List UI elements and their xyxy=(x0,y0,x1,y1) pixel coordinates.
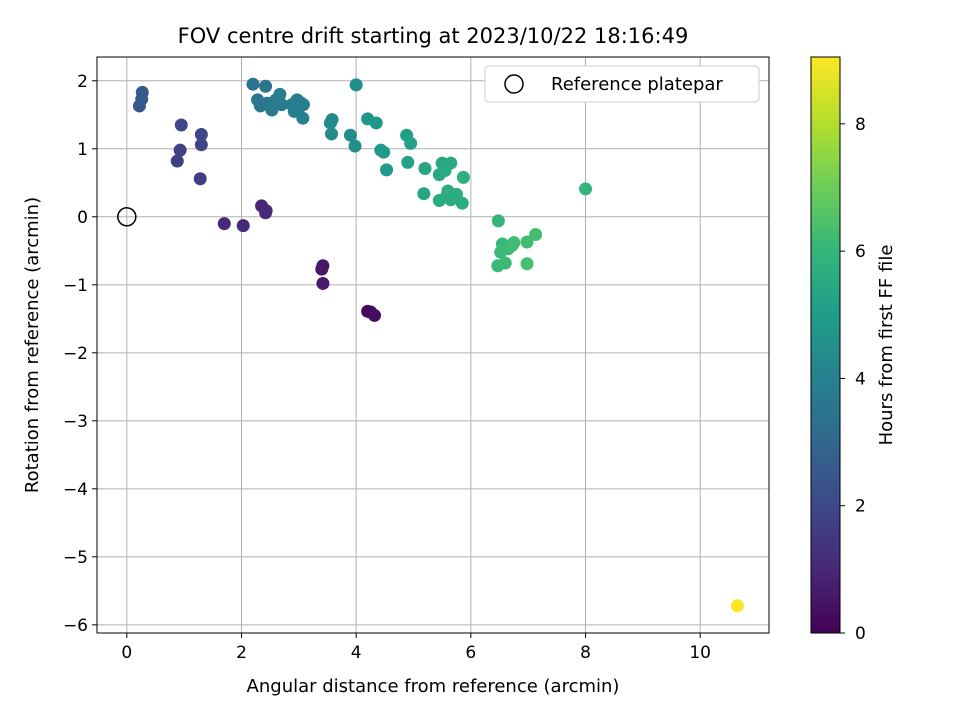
data-point xyxy=(273,87,287,101)
data-point xyxy=(417,187,431,201)
y-axis-label: Rotation from reference (arcmin) xyxy=(22,197,43,493)
y-tick-label: −3 xyxy=(63,412,88,432)
y-tick-label: −4 xyxy=(63,480,88,500)
data-point xyxy=(194,128,208,142)
x-axis-ticks: 0 2 4 6 8 10 xyxy=(121,633,711,663)
legend-marker-reference xyxy=(504,74,524,94)
grid-lines xyxy=(97,57,769,633)
data-point xyxy=(529,227,543,241)
data-point xyxy=(315,262,329,276)
data-point xyxy=(259,204,273,218)
data-point xyxy=(369,116,383,130)
y-tick-label: −5 xyxy=(63,548,88,568)
data-point xyxy=(418,162,432,176)
data-point xyxy=(170,154,184,168)
data-point xyxy=(217,217,231,231)
data-point xyxy=(456,170,470,184)
data-point xyxy=(507,236,521,250)
data-point xyxy=(275,98,289,112)
colorbar-ticks: 0 2 4 6 8 xyxy=(840,115,866,644)
colorbar-tick-label: 0 xyxy=(855,624,866,644)
data-point xyxy=(296,111,310,125)
plot-frame xyxy=(96,56,770,634)
data-point xyxy=(323,116,337,130)
data-point xyxy=(173,143,187,157)
x-tick-label: 6 xyxy=(465,643,476,663)
x-tick-label: 0 xyxy=(121,643,132,663)
data-point xyxy=(135,85,149,99)
data-point xyxy=(343,128,357,142)
data-points xyxy=(132,77,744,613)
data-point xyxy=(246,77,260,91)
data-point xyxy=(292,101,306,115)
data-point xyxy=(316,276,330,290)
x-tick-label: 2 xyxy=(236,643,247,663)
data-point xyxy=(401,155,415,169)
data-point xyxy=(349,78,363,92)
chart-title: FOV centre drift starting at 2023/10/22 … xyxy=(178,24,689,48)
data-point xyxy=(380,163,394,177)
data-point xyxy=(194,138,208,152)
y-axis-ticks: 2 1 0 −1 −2 −3 −4 −5 −6 xyxy=(63,72,97,636)
colorbar-tick-label: 6 xyxy=(855,242,866,262)
y-tick-label: −1 xyxy=(63,276,88,296)
data-point xyxy=(444,156,458,170)
data-point xyxy=(579,182,593,196)
data-point xyxy=(368,308,382,322)
x-tick-label: 4 xyxy=(351,643,362,663)
colorbar-tick-label: 2 xyxy=(855,497,866,517)
data-point xyxy=(404,136,418,150)
data-point xyxy=(325,127,339,141)
data-point xyxy=(520,257,534,271)
y-tick-label: 2 xyxy=(77,72,88,92)
x-tick-label: 8 xyxy=(580,643,591,663)
y-tick-label: −6 xyxy=(63,616,88,636)
colorbar-tick-label: 4 xyxy=(855,369,866,389)
data-point xyxy=(236,219,250,233)
reference-platepar-marker xyxy=(117,207,137,227)
data-point xyxy=(520,235,534,249)
data-point xyxy=(193,172,207,186)
y-tick-label: 1 xyxy=(77,140,88,160)
data-point xyxy=(174,118,188,132)
data-point xyxy=(455,196,469,210)
data-point xyxy=(498,256,512,270)
data-point xyxy=(348,139,362,153)
colorbar xyxy=(810,56,841,634)
x-axis-label: Angular distance from reference (arcmin) xyxy=(247,676,620,697)
data-point xyxy=(259,79,273,93)
y-tick-label: 0 xyxy=(77,208,88,228)
data-point xyxy=(377,145,391,159)
y-tick-label: −2 xyxy=(63,344,88,364)
colorbar-tick-label: 8 xyxy=(855,115,866,135)
legend-box xyxy=(484,65,760,103)
legend: Reference platepar xyxy=(484,65,760,103)
legend-label-reference: Reference platepar xyxy=(551,74,723,95)
data-point xyxy=(730,599,744,613)
colorbar-label: Hours from first FF file xyxy=(876,245,897,446)
x-tick-label: 10 xyxy=(689,643,711,663)
data-point xyxy=(491,214,505,228)
